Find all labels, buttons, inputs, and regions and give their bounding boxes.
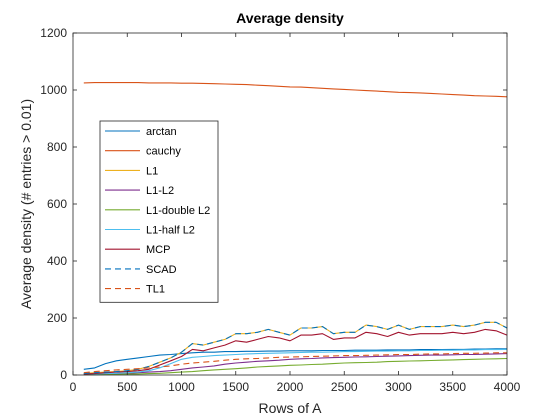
series-line-scad xyxy=(83,321,508,375)
series-line-arctan xyxy=(83,348,507,370)
legend-label: cauchy xyxy=(146,146,181,158)
legend-label: SCAD xyxy=(146,264,177,276)
series-line-l1-l2 xyxy=(83,353,508,375)
legend: arctan cauchy L1 L1-L2 L1-double L2 L1-half L… xyxy=(99,120,219,303)
legend-label: L1-half L2 xyxy=(146,225,195,237)
y-tick-label: 1000 xyxy=(40,83,67,97)
series-layer xyxy=(83,82,508,376)
x-tick-label: 0 xyxy=(70,380,77,394)
x-tick-label: 1500 xyxy=(222,380,249,394)
legend-label: L1-L2 xyxy=(146,185,174,197)
series-line-tl1 xyxy=(83,352,507,374)
x-tick-label: 500 xyxy=(117,380,137,394)
y-tick-label: 800 xyxy=(47,140,67,154)
x-tick-label: 1000 xyxy=(168,380,195,394)
legend-label: TL1 xyxy=(146,284,165,296)
x-tick-label: 3500 xyxy=(439,380,466,394)
x-axis-label: Rows of A xyxy=(258,400,322,416)
legend-label: arctan xyxy=(146,126,177,138)
y-tick-label: 1200 xyxy=(40,26,67,40)
series-line-cauchy xyxy=(83,82,508,98)
y-tick-label: 200 xyxy=(47,311,67,325)
x-tick-label: 4000 xyxy=(494,380,521,394)
chart-title: Average density xyxy=(236,10,344,26)
series-line-l1-half-l2 xyxy=(83,348,508,375)
legend-label: L1 xyxy=(146,165,158,177)
legend-label: MCP xyxy=(146,244,170,256)
legend-label: L1-double L2 xyxy=(146,205,210,217)
y-tick-label: 400 xyxy=(47,254,67,268)
y-tick-label: 0 xyxy=(60,368,67,382)
axes-layer: 0 500 1000 1500 2000 2500 3000 3500 4000 0 200 400 6… xyxy=(40,26,520,394)
x-tick-label: 2000 xyxy=(277,380,304,394)
series-line-l1-double-l2 xyxy=(83,357,508,376)
x-tick-label: 3000 xyxy=(385,380,412,394)
x-tick-label: 2500 xyxy=(331,380,358,394)
y-axis-label: Average density (# entries > 0.01) xyxy=(18,99,34,309)
y-tick-label: 600 xyxy=(47,197,67,211)
